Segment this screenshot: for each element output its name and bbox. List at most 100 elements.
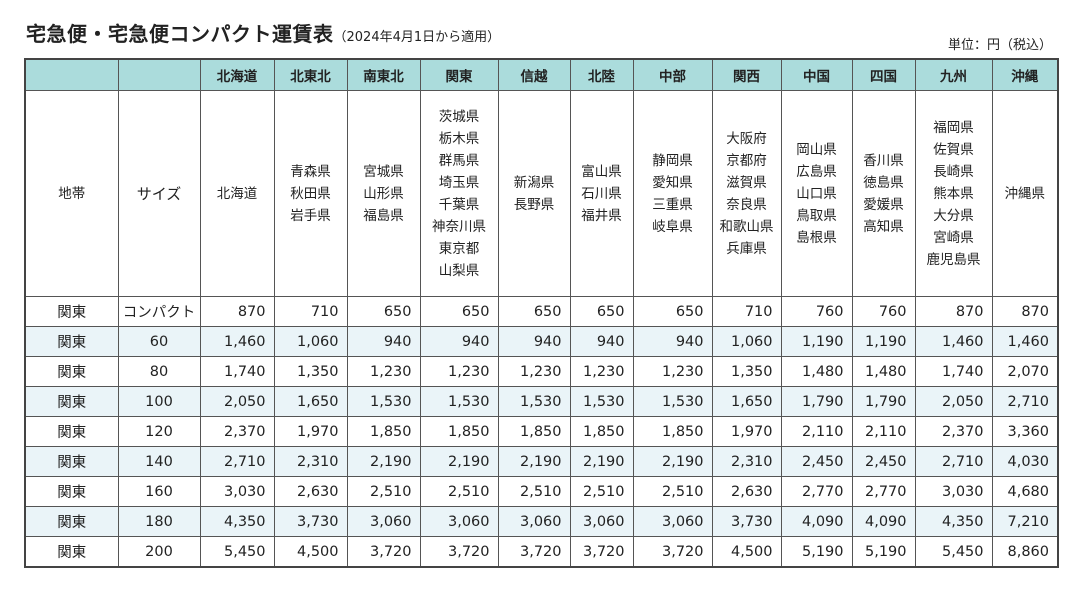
prefecture-name: 宮城県 bbox=[363, 163, 404, 180]
header-blank bbox=[24, 58, 119, 91]
price-cell: 1,230 bbox=[569, 356, 634, 387]
price-cell: 1,460 bbox=[991, 326, 1059, 357]
price-cell: 760 bbox=[780, 296, 853, 327]
price-cell: 650 bbox=[632, 296, 713, 327]
price-row: 関東 140 2,710 2,310 2,190 2,190 2,190 2,190 2,190… bbox=[24, 446, 1059, 477]
price-cell: 1,530 bbox=[497, 386, 571, 417]
price-cell: 2,770 bbox=[780, 476, 853, 507]
price-cell: 1,850 bbox=[497, 416, 571, 447]
price-cell: 2,310 bbox=[711, 446, 782, 477]
prefecture-list: 静岡県愛知県三重県岐阜県 bbox=[632, 90, 713, 297]
price-cell: 2,510 bbox=[419, 476, 499, 507]
prefecture-name: 新潟県 bbox=[513, 174, 555, 191]
price-cell: 2,050 bbox=[199, 386, 275, 417]
prefecture-name: 沖縄県 bbox=[1004, 185, 1046, 202]
prefecture-list: 北海道 bbox=[199, 90, 275, 297]
prefecture-name: 三重県 bbox=[652, 196, 693, 213]
price-cell: 5,190 bbox=[851, 536, 916, 568]
zone-cell: 関東 bbox=[24, 536, 119, 568]
prefecture-name: 岐阜県 bbox=[652, 218, 693, 235]
zone-cell: 関東 bbox=[24, 416, 119, 447]
prefecture-name: 島根県 bbox=[796, 229, 837, 246]
price-cell: 2,630 bbox=[711, 476, 782, 507]
price-row: 関東 160 3,030 2,630 2,510 2,510 2,510 2,510 2,510… bbox=[24, 476, 1059, 507]
price-cell: 2,370 bbox=[914, 416, 993, 447]
zone-header: 地帯 bbox=[24, 90, 119, 297]
prefecture-list: 茨城県 栃木県 群馬県 埼玉県 千葉県 神奈川県 東京都 山梨県 bbox=[419, 90, 499, 297]
price-cell: 1,740 bbox=[914, 356, 993, 387]
prefecture-name: 秋田県 bbox=[290, 185, 331, 202]
price-cell: 2,050 bbox=[914, 386, 993, 417]
price-cell: 3,060 bbox=[419, 506, 499, 537]
prefecture-list: 新潟県 長野県 bbox=[497, 90, 571, 297]
price-cell: 760 bbox=[851, 296, 916, 327]
price-cell: 2,450 bbox=[780, 446, 853, 477]
price-cell: 2,510 bbox=[497, 476, 571, 507]
price-cell: 1,850 bbox=[632, 416, 713, 447]
prefecture-name: 埼玉県 bbox=[438, 174, 480, 191]
price-cell: 2,450 bbox=[851, 446, 916, 477]
size-cell: 140 bbox=[117, 446, 201, 477]
prefecture-name: 栃木県 bbox=[438, 130, 480, 147]
price-cell: 8,860 bbox=[991, 536, 1059, 568]
prefecture-name: 青森県 bbox=[290, 163, 331, 180]
region-header: 中国 bbox=[780, 58, 853, 91]
price-cell: 2,190 bbox=[497, 446, 571, 477]
price-cell: 1,190 bbox=[851, 326, 916, 357]
price-cell: 650 bbox=[419, 296, 499, 327]
price-cell: 1,480 bbox=[780, 356, 853, 387]
price-cell: 1,650 bbox=[273, 386, 348, 417]
region-header: 中部 bbox=[632, 58, 713, 91]
price-row: 関東 コンパクト 870 710 650 650 650 650 650 710 760 760 870… bbox=[24, 296, 1059, 327]
prefecture-name: 福島県 bbox=[363, 207, 404, 224]
prefecture-name: 鳥取県 bbox=[796, 207, 837, 224]
prefecture-name: 滋賀県 bbox=[726, 174, 767, 191]
price-row: 関東 180 4,350 3,730 3,060 3,060 3,060 3,060 3,060… bbox=[24, 506, 1059, 537]
region-header: 北東北 bbox=[273, 58, 348, 91]
prefecture-list: 富山県 石川県 福井県 bbox=[569, 90, 634, 297]
prefecture-name: 山梨県 bbox=[438, 262, 480, 279]
zone-cell: 関東 bbox=[24, 446, 119, 477]
prefecture-name: 福岡県 bbox=[933, 119, 974, 136]
region-header: 四国 bbox=[851, 58, 916, 91]
zone-cell: 関東 bbox=[24, 476, 119, 507]
prefecture-name: 富山県 bbox=[581, 163, 622, 180]
header-blank bbox=[117, 58, 201, 91]
price-cell: 870 bbox=[199, 296, 275, 327]
prefecture-name: 長野県 bbox=[513, 196, 555, 213]
prefecture-name: 宮崎県 bbox=[933, 229, 974, 246]
page-title: 宅急便・宅急便コンパクト運賃表（2024年4月1日から適用） bbox=[26, 18, 500, 47]
price-cell: 710 bbox=[273, 296, 348, 327]
price-cell: 1,850 bbox=[569, 416, 634, 447]
zone-cell: 関東 bbox=[24, 506, 119, 537]
size-header: サイズ bbox=[117, 90, 201, 297]
zone-cell: 関東 bbox=[24, 296, 119, 327]
price-cell: 1,480 bbox=[851, 356, 916, 387]
region-header: 沖縄 bbox=[991, 58, 1059, 91]
price-cell: 1,650 bbox=[711, 386, 782, 417]
price-cell: 4,500 bbox=[711, 536, 782, 568]
region-header: 九州 bbox=[914, 58, 993, 91]
price-cell: 940 bbox=[569, 326, 634, 357]
price-cell: 4,350 bbox=[914, 506, 993, 537]
prefecture-name: 香川県 bbox=[863, 152, 904, 169]
price-cell: 940 bbox=[346, 326, 421, 357]
price-cell: 2,070 bbox=[991, 356, 1059, 387]
prefecture-name: 大分県 bbox=[933, 207, 974, 224]
prefecture-name: 愛媛県 bbox=[863, 196, 904, 213]
price-row: 関東 100 2,050 1,650 1,530 1,530 1,530 1,530 1,530… bbox=[24, 386, 1059, 417]
price-cell: 1,530 bbox=[569, 386, 634, 417]
price-cell: 1,850 bbox=[346, 416, 421, 447]
prefecture-name: 静岡県 bbox=[652, 152, 693, 169]
price-cell: 2,710 bbox=[199, 446, 275, 477]
size-cell: 80 bbox=[117, 356, 201, 387]
prefecture-name: 広島県 bbox=[796, 163, 837, 180]
price-cell: 650 bbox=[569, 296, 634, 327]
size-cell: 160 bbox=[117, 476, 201, 507]
prefecture-name: 愛知県 bbox=[652, 174, 693, 191]
price-cell: 1,230 bbox=[632, 356, 713, 387]
price-cell: 3,060 bbox=[569, 506, 634, 537]
rate-table: 北海道 北東北 南東北 関東 信越 北陸 中部 関西 中国 四国 九州 沖縄 地帯 サイズ 北海道 青森県 秋田… bbox=[24, 58, 1059, 568]
price-cell: 650 bbox=[497, 296, 571, 327]
price-cell: 3,730 bbox=[711, 506, 782, 537]
